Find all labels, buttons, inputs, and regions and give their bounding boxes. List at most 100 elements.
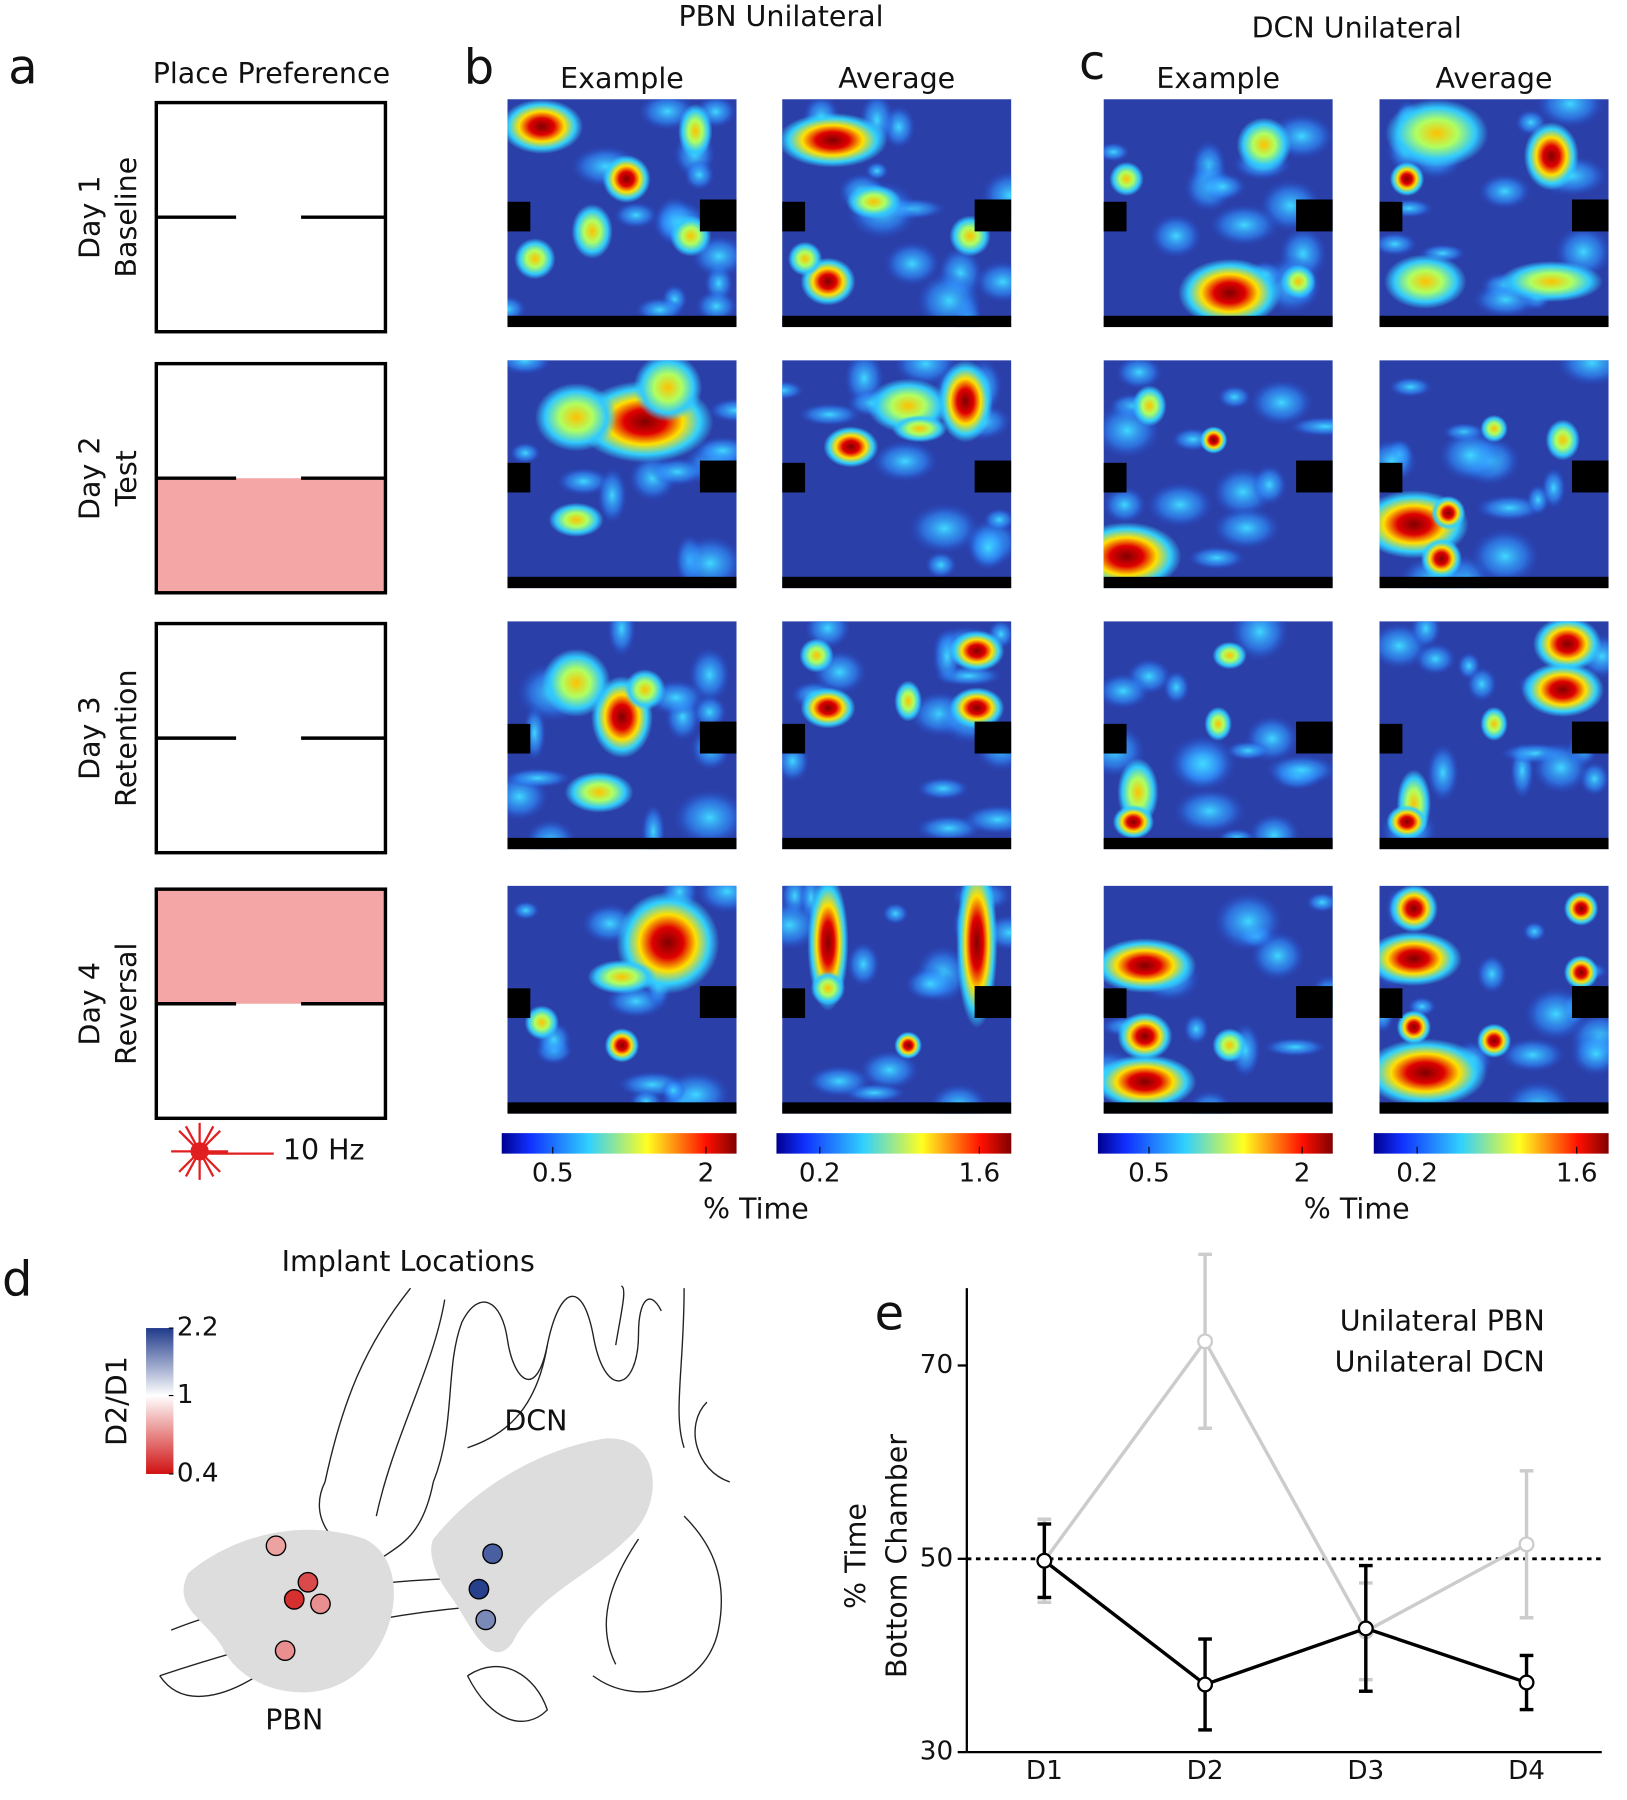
colorbar <box>1097 1133 1333 1154</box>
heat-blob <box>507 99 584 154</box>
x-tick-label: D3 <box>1347 1756 1384 1786</box>
colorbar-tick-label: 0.5 <box>532 1159 574 1189</box>
heatmap-body <box>1379 99 1609 328</box>
heatmap-body <box>782 621 1012 850</box>
heat-blob <box>1386 804 1428 840</box>
void <box>507 315 737 328</box>
colorbar-tick-label: 0.2 <box>799 1159 841 1189</box>
heat-blob <box>1212 1028 1247 1063</box>
heat-blob <box>1431 495 1466 531</box>
heat-blob <box>1563 891 1599 926</box>
colorbar-tick-label: 0.4 <box>177 1458 219 1488</box>
heat-blob <box>1466 666 1497 702</box>
heat-blob <box>1556 360 1609 386</box>
heat-blob <box>1480 706 1508 741</box>
void <box>699 721 737 754</box>
heat-blob <box>693 436 737 465</box>
void <box>1571 721 1609 754</box>
heat-blob <box>798 403 862 426</box>
heat-blob <box>534 383 618 452</box>
colorbar <box>146 1328 174 1474</box>
dcn-region <box>431 1438 653 1653</box>
heat-blob <box>823 426 879 468</box>
heatmap-body <box>507 360 737 589</box>
heat-blob <box>1103 938 1197 993</box>
void <box>1379 837 1609 850</box>
heatmap <box>1379 99 1609 328</box>
heatmap <box>1103 99 1333 328</box>
heat-blob <box>673 788 737 847</box>
stim-zone <box>156 478 386 593</box>
void <box>1103 723 1127 754</box>
void <box>699 460 737 493</box>
void <box>1571 199 1609 232</box>
legend-entry: Unilateral PBN <box>1340 1304 1545 1337</box>
panel-letter: d <box>2 1252 32 1307</box>
void <box>699 986 737 1018</box>
colorbar-tick-label: 1.6 <box>959 1159 1001 1189</box>
heat-blob <box>799 638 834 673</box>
heatmap <box>1379 885 1609 1114</box>
heat-blob <box>556 467 611 496</box>
heatmap-body <box>1103 360 1333 589</box>
y-axis-label: Bottom Chamber <box>880 1434 913 1678</box>
void <box>507 576 737 589</box>
void <box>974 986 1012 1018</box>
heat-blob <box>564 771 634 813</box>
heat-blob <box>1112 804 1155 840</box>
heat-blob <box>613 202 658 229</box>
colorbar-tick-label: 2.2 <box>177 1313 219 1343</box>
heat-blob <box>1532 741 1590 794</box>
heatmap <box>1103 621 1333 850</box>
heat-blob <box>909 503 980 554</box>
heat-blob <box>1476 1023 1512 1058</box>
heat-blob <box>1213 891 1284 952</box>
void <box>1379 462 1403 493</box>
heat-blob <box>1523 121 1579 191</box>
implant-site <box>482 1543 503 1565</box>
void <box>782 988 806 1018</box>
panel-letter: c <box>1079 36 1105 91</box>
colorbar <box>776 1133 1012 1154</box>
heat-blob <box>1414 643 1456 675</box>
void <box>507 462 531 493</box>
heat-blob <box>1570 1031 1609 1076</box>
heat-blob <box>678 103 713 159</box>
heat-blob <box>846 184 902 219</box>
heat-blob <box>1389 885 1438 933</box>
heat-blob <box>846 942 880 987</box>
void <box>507 988 531 1018</box>
void <box>1103 315 1333 328</box>
heatmap <box>507 885 737 1114</box>
heat-blob <box>1475 495 1544 521</box>
heatmap-body <box>507 621 737 850</box>
heat-blob <box>1478 173 1532 209</box>
heat-blob <box>1251 464 1287 505</box>
heat-blob <box>916 777 970 800</box>
heat-blob <box>1521 662 1605 718</box>
region-label: DCN <box>504 1405 567 1438</box>
panel-letter: e <box>875 1287 904 1342</box>
void <box>1571 460 1609 493</box>
void <box>1379 576 1609 589</box>
void <box>507 1102 737 1114</box>
void <box>1379 1102 1609 1114</box>
heat-blob <box>1389 161 1425 197</box>
heat-blob <box>1533 621 1602 672</box>
heat-blob <box>787 241 823 276</box>
marker <box>1518 1536 1535 1553</box>
heat-blob <box>660 1078 686 1103</box>
heat-blob <box>1204 706 1232 741</box>
heatmap <box>507 360 737 589</box>
heat-blob <box>925 551 957 579</box>
day-label: Reversal <box>110 943 143 1065</box>
heatmap <box>782 99 1012 328</box>
marker <box>1197 1333 1214 1350</box>
day-label: Baseline <box>110 157 143 278</box>
heat-blob <box>983 508 1012 532</box>
heat-blob <box>1420 538 1462 580</box>
heat-blob <box>1536 99 1605 128</box>
void <box>1103 462 1127 493</box>
heat-blob <box>1410 621 1442 649</box>
